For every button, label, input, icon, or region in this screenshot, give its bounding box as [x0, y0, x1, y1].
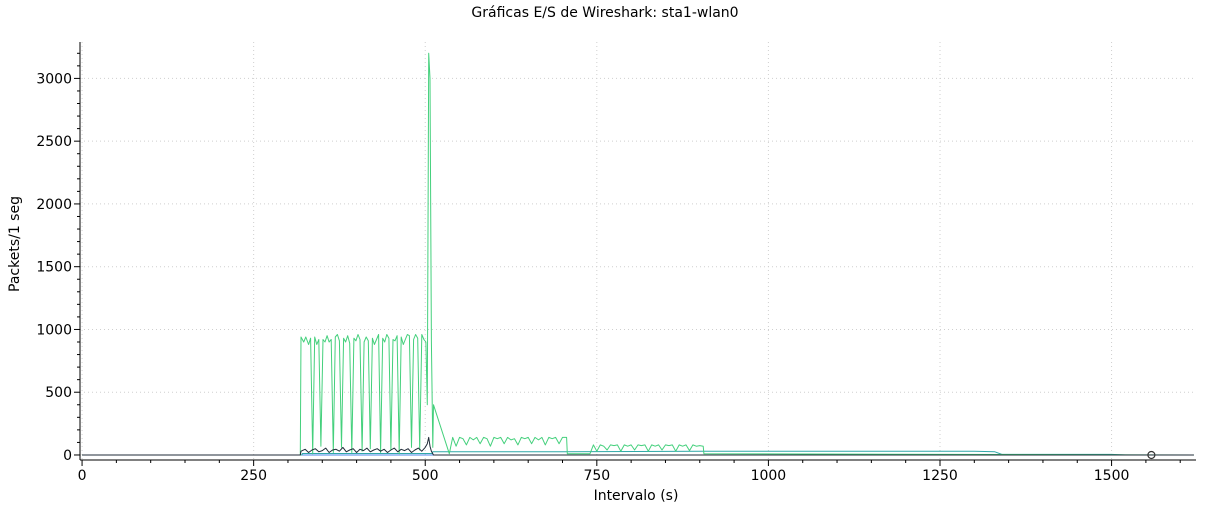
x-tick-label: 1500 [1094, 468, 1130, 484]
y-tick-label: 2000 [36, 197, 72, 213]
y-axis-label: Packets/1 seg [7, 196, 23, 292]
end-marker [1147, 450, 1156, 460]
y-ticks: 0 500 1000 1500 2000 2500 3000 [36, 52, 80, 464]
series-line-4 [82, 436, 1194, 456]
y-tick-label: 500 [45, 385, 72, 401]
x-tick-label: 500 [412, 468, 439, 484]
x-tick-label: 0 [78, 468, 87, 484]
y-tick-label: 1500 [36, 260, 72, 276]
series-line-3 [82, 52, 1194, 456]
x-tick-label: 1250 [922, 468, 958, 484]
y-tick-label: 3000 [36, 71, 72, 87]
x-axis-label: Intervalo (s) [594, 488, 679, 504]
x-tick-label: 1000 [751, 468, 787, 484]
axes [79, 42, 1196, 461]
x-tick-label: 250 [240, 468, 267, 484]
y-tick-label: 2500 [36, 134, 72, 150]
x-tick-label: 750 [583, 468, 610, 484]
x-ticks: 0 250 500 750 1000 1250 1500 [78, 460, 1181, 484]
chart-title: Gráficas E/S de Wireshark: sta1-wlan0 [471, 5, 738, 21]
y-tick-label: 1000 [36, 322, 72, 338]
y-tick-label: 0 [63, 448, 72, 464]
plot-series [82, 52, 1194, 456]
x-gridlines [81, 42, 1113, 460]
y-gridlines [80, 77, 1196, 456]
